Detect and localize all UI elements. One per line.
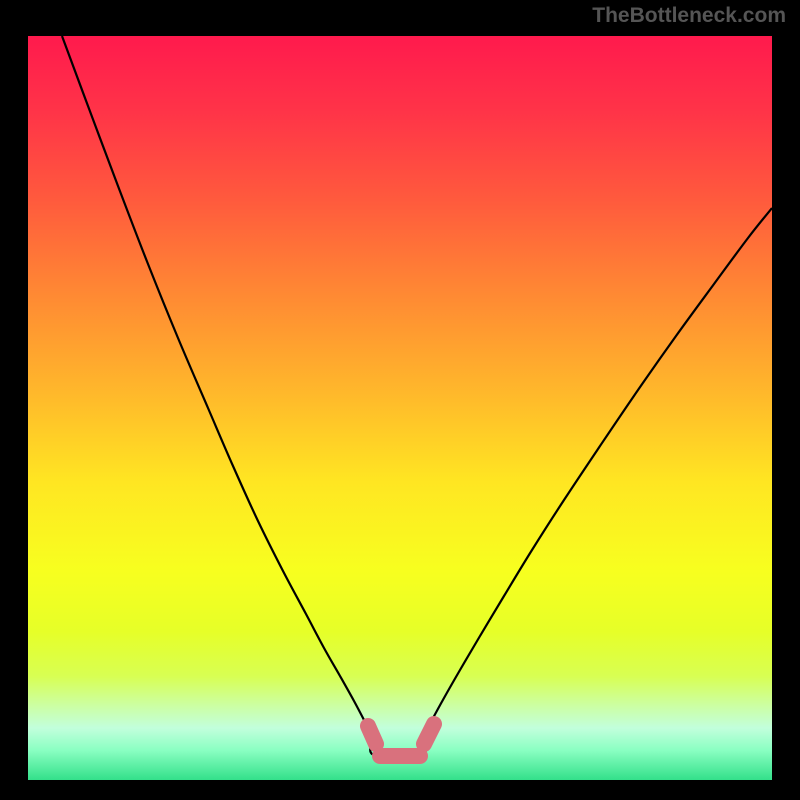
highlight-segment [424,724,434,744]
highlight-segment [368,726,376,744]
watermark-text: TheBottleneck.com [592,4,786,28]
bottleneck-curve [28,36,772,780]
chart-container: TheBottleneck.com [0,0,800,800]
plot-area [28,36,772,780]
